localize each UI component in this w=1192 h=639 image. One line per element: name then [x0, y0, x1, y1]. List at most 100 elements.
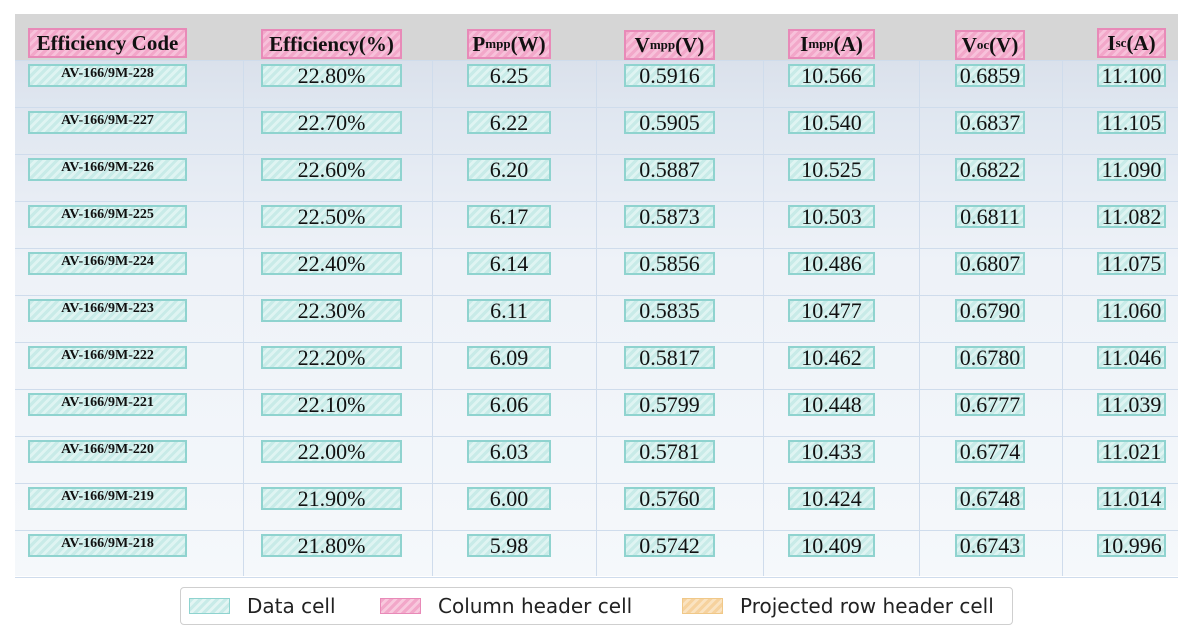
column-divider [432, 60, 433, 576]
row-code-cell: AV-166/9M-219 [28, 487, 187, 510]
data-cell-p-mpp: 6.20 [467, 157, 551, 182]
data-cell-v-oc: 0.6811 [955, 204, 1025, 229]
row-code-cell: AV-166/9M-227 [28, 111, 187, 134]
data-cell-v-oc: 0.6774 [955, 439, 1025, 464]
data-cell-i-mpp: 10.540 [788, 110, 875, 135]
data-cell-i-mpp: 10.424 [788, 486, 875, 511]
data-cell-efficiency-percent: 21.80% [261, 533, 402, 558]
data-cell-p-mpp: 6.25 [467, 63, 551, 88]
data-cell-i-sc: 11.046 [1097, 345, 1166, 370]
data-cell-i-mpp: 10.433 [788, 439, 875, 464]
data-cell-i-sc: 11.075 [1097, 251, 1166, 276]
data-cell-v-mpp: 0.5856 [624, 251, 715, 276]
data-cell-efficiency-percent: 22.10% [261, 392, 402, 417]
data-cell-i-mpp: 10.462 [788, 345, 875, 370]
row-code-cell: AV-166/9M-220 [28, 440, 187, 463]
data-cell-v-oc: 0.6807 [955, 251, 1025, 276]
data-cell-efficiency-percent: 22.20% [261, 345, 402, 370]
projected-row-header-cell-swatch [682, 598, 723, 614]
column-header-efficiency-code: Efficiency Code [28, 28, 187, 58]
row-divider [15, 577, 1178, 578]
data-cell-p-mpp: 6.09 [467, 345, 551, 370]
data-cell-v-oc: 0.6790 [955, 298, 1025, 323]
data-cell-v-oc: 0.6780 [955, 345, 1025, 370]
data-cell-v-oc: 0.6748 [955, 486, 1025, 511]
data-cell-i-sc: 11.060 [1097, 298, 1166, 323]
data-cell-p-mpp: 6.00 [467, 486, 551, 511]
legend-label-column-header-cell: Column header cell [438, 594, 633, 618]
data-cell-i-sc: 11.105 [1097, 110, 1166, 135]
data-cell-v-oc: 0.6777 [955, 392, 1025, 417]
data-cell-v-oc: 0.6837 [955, 110, 1025, 135]
row-code-cell: AV-166/9M-221 [28, 393, 187, 416]
data-cell-v-mpp: 0.5835 [624, 298, 715, 323]
data-cell-i-mpp: 10.503 [788, 204, 875, 229]
data-cell-v-mpp: 0.5799 [624, 392, 715, 417]
data-cell-p-mpp: 5.98 [467, 533, 551, 558]
data-cell-v-oc: 0.6822 [955, 157, 1025, 182]
row-code-cell: AV-166/9M-222 [28, 346, 187, 369]
data-cell-v-mpp: 0.5781 [624, 439, 715, 464]
data-cell-v-mpp: 0.5873 [624, 204, 715, 229]
row-code-cell: AV-166/9M-224 [28, 252, 187, 275]
row-code-cell: AV-166/9M-228 [28, 64, 187, 87]
data-cell-p-mpp: 6.03 [467, 439, 551, 464]
column-divider [596, 60, 597, 576]
data-cell-i-sc: 11.100 [1097, 63, 1166, 88]
data-cell-i-mpp: 10.409 [788, 533, 875, 558]
data-cell-efficiency-percent: 22.40% [261, 251, 402, 276]
data-cell-efficiency-percent: 21.90% [261, 486, 402, 511]
column-header-efficiency-percent: Efficiency(%) [261, 29, 402, 59]
row-code-cell: AV-166/9M-223 [28, 299, 187, 322]
data-cell-i-mpp: 10.566 [788, 63, 875, 88]
data-cell-efficiency-percent: 22.50% [261, 204, 402, 229]
data-cell-i-sc: 11.082 [1097, 204, 1166, 229]
legend-item-data-cell: Data cell [189, 588, 336, 624]
data-cell-i-mpp: 10.486 [788, 251, 875, 276]
data-cell-v-mpp: 0.5887 [624, 157, 715, 182]
row-code-cell: AV-166/9M-218 [28, 534, 187, 557]
data-cell-v-oc: 0.6859 [955, 63, 1025, 88]
data-cell-swatch [189, 598, 230, 614]
data-cell-i-sc: 11.090 [1097, 157, 1166, 182]
column-header-cell-swatch [380, 598, 421, 614]
data-cell-v-mpp: 0.5905 [624, 110, 715, 135]
data-cell-p-mpp: 6.22 [467, 110, 551, 135]
column-divider [243, 60, 244, 576]
legend-item-projected-row-header-cell: Projected row header cell [682, 588, 994, 624]
legend-label-data-cell: Data cell [247, 594, 336, 618]
data-cell-i-mpp: 10.448 [788, 392, 875, 417]
data-cell-v-mpp: 0.5916 [624, 63, 715, 88]
legend-label-projected-row-header-cell: Projected row header cell [740, 594, 994, 618]
column-divider [1062, 60, 1063, 576]
data-cell-i-sc: 11.014 [1097, 486, 1166, 511]
data-cell-i-sc: 11.021 [1097, 439, 1166, 464]
data-cell-efficiency-percent: 22.70% [261, 110, 402, 135]
data-cell-efficiency-percent: 22.30% [261, 298, 402, 323]
data-cell-p-mpp: 6.14 [467, 251, 551, 276]
data-cell-efficiency-percent: 22.80% [261, 63, 402, 88]
data-cell-p-mpp: 6.11 [467, 298, 551, 323]
data-cell-efficiency-percent: 22.60% [261, 157, 402, 182]
row-code-cell: AV-166/9M-225 [28, 205, 187, 228]
data-cell-v-mpp: 0.5760 [624, 486, 715, 511]
data-cell-i-sc: 10.996 [1097, 533, 1166, 558]
data-cell-i-sc: 11.039 [1097, 392, 1166, 417]
legend: Data cell Column header cell Projected r… [180, 587, 1013, 625]
data-cell-p-mpp: 6.06 [467, 392, 551, 417]
data-cell-v-oc: 0.6743 [955, 533, 1025, 558]
data-cell-p-mpp: 6.17 [467, 204, 551, 229]
legend-item-column-header-cell: Column header cell [380, 588, 632, 624]
data-cell-v-mpp: 0.5742 [624, 533, 715, 558]
column-divider [919, 60, 920, 576]
data-cell-i-mpp: 10.477 [788, 298, 875, 323]
column-divider [763, 60, 764, 576]
row-code-cell: AV-166/9M-226 [28, 158, 187, 181]
data-cell-v-mpp: 0.5817 [624, 345, 715, 370]
